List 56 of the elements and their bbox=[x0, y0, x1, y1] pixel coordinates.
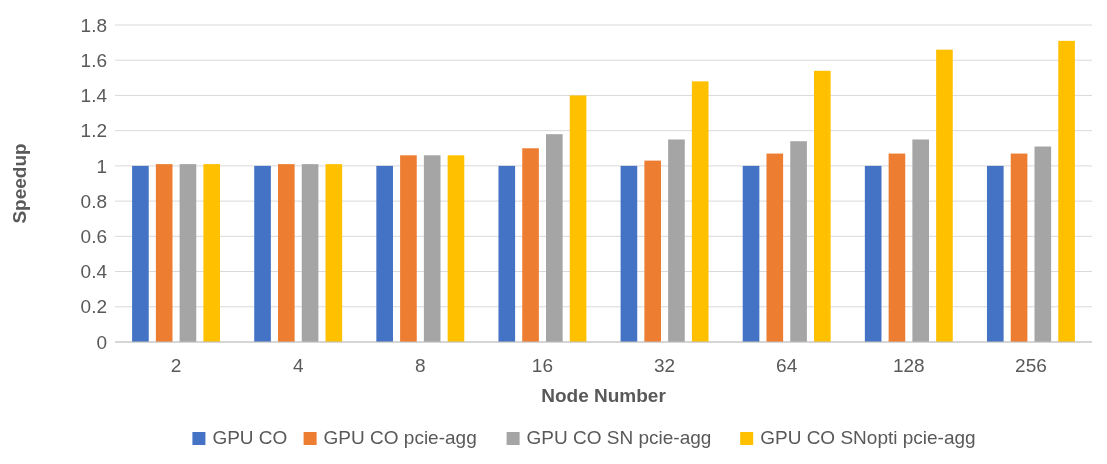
bar bbox=[1010, 153, 1028, 342]
bar bbox=[691, 81, 709, 342]
bar bbox=[668, 139, 685, 342]
bar bbox=[986, 165, 1004, 342]
bar bbox=[132, 165, 149, 342]
bar bbox=[912, 139, 930, 342]
y-axis-title: Speedup bbox=[9, 143, 30, 224]
bar bbox=[742, 165, 760, 342]
y-tick-label: 1.2 bbox=[80, 120, 107, 142]
bar bbox=[766, 153, 784, 342]
bar bbox=[546, 134, 563, 342]
legend-label: GPU CO pcie-agg bbox=[323, 427, 477, 448]
x-tick-label: 256 bbox=[1015, 355, 1047, 376]
bar bbox=[814, 70, 831, 342]
y-tick-label: 1.6 bbox=[80, 49, 107, 71]
bar bbox=[522, 148, 539, 342]
x-tick-label: 8 bbox=[415, 355, 426, 376]
bar bbox=[155, 164, 173, 342]
bar bbox=[203, 164, 221, 342]
x-tick-label: 2 bbox=[170, 355, 182, 376]
y-tick-label: 1 bbox=[96, 155, 107, 177]
y-tick-label: 0 bbox=[96, 331, 107, 353]
bar bbox=[1058, 40, 1075, 342]
bar bbox=[644, 160, 661, 342]
bar bbox=[620, 165, 638, 342]
y-tick-label: 1.4 bbox=[80, 85, 108, 107]
x-tick-label: 4 bbox=[292, 355, 304, 376]
x-tick-label: 128 bbox=[892, 355, 925, 376]
legend-label: GPU CO SNopti pcie-agg bbox=[760, 427, 976, 448]
bar bbox=[376, 165, 393, 342]
y-tick-label: 0.8 bbox=[80, 190, 107, 212]
x-tick-label: 64 bbox=[776, 355, 798, 376]
bar bbox=[277, 164, 295, 342]
bar bbox=[325, 164, 343, 342]
bar bbox=[864, 165, 882, 342]
y-tick-label: 0.4 bbox=[80, 261, 108, 283]
bar bbox=[423, 155, 441, 342]
bar bbox=[1034, 146, 1052, 342]
y-tick-label: 0.2 bbox=[80, 296, 107, 318]
y-tick-label: 0.6 bbox=[80, 225, 107, 247]
bar bbox=[888, 153, 906, 342]
bar bbox=[498, 165, 516, 342]
bar bbox=[400, 155, 417, 342]
bar bbox=[936, 49, 953, 342]
y-tick-label: 1.8 bbox=[80, 14, 107, 36]
bar bbox=[790, 141, 807, 342]
legend-label: GPU CO SN pcie-agg bbox=[526, 427, 712, 448]
x-tick-label: 32 bbox=[653, 355, 676, 376]
x-axis-title: Node Number bbox=[541, 385, 667, 406]
legend-label: GPU CO bbox=[212, 427, 288, 448]
x-tick-label: 16 bbox=[531, 355, 554, 376]
bar bbox=[447, 155, 465, 342]
bar bbox=[254, 165, 271, 342]
bar bbox=[179, 164, 197, 342]
bar bbox=[301, 164, 319, 342]
bar bbox=[569, 95, 587, 342]
